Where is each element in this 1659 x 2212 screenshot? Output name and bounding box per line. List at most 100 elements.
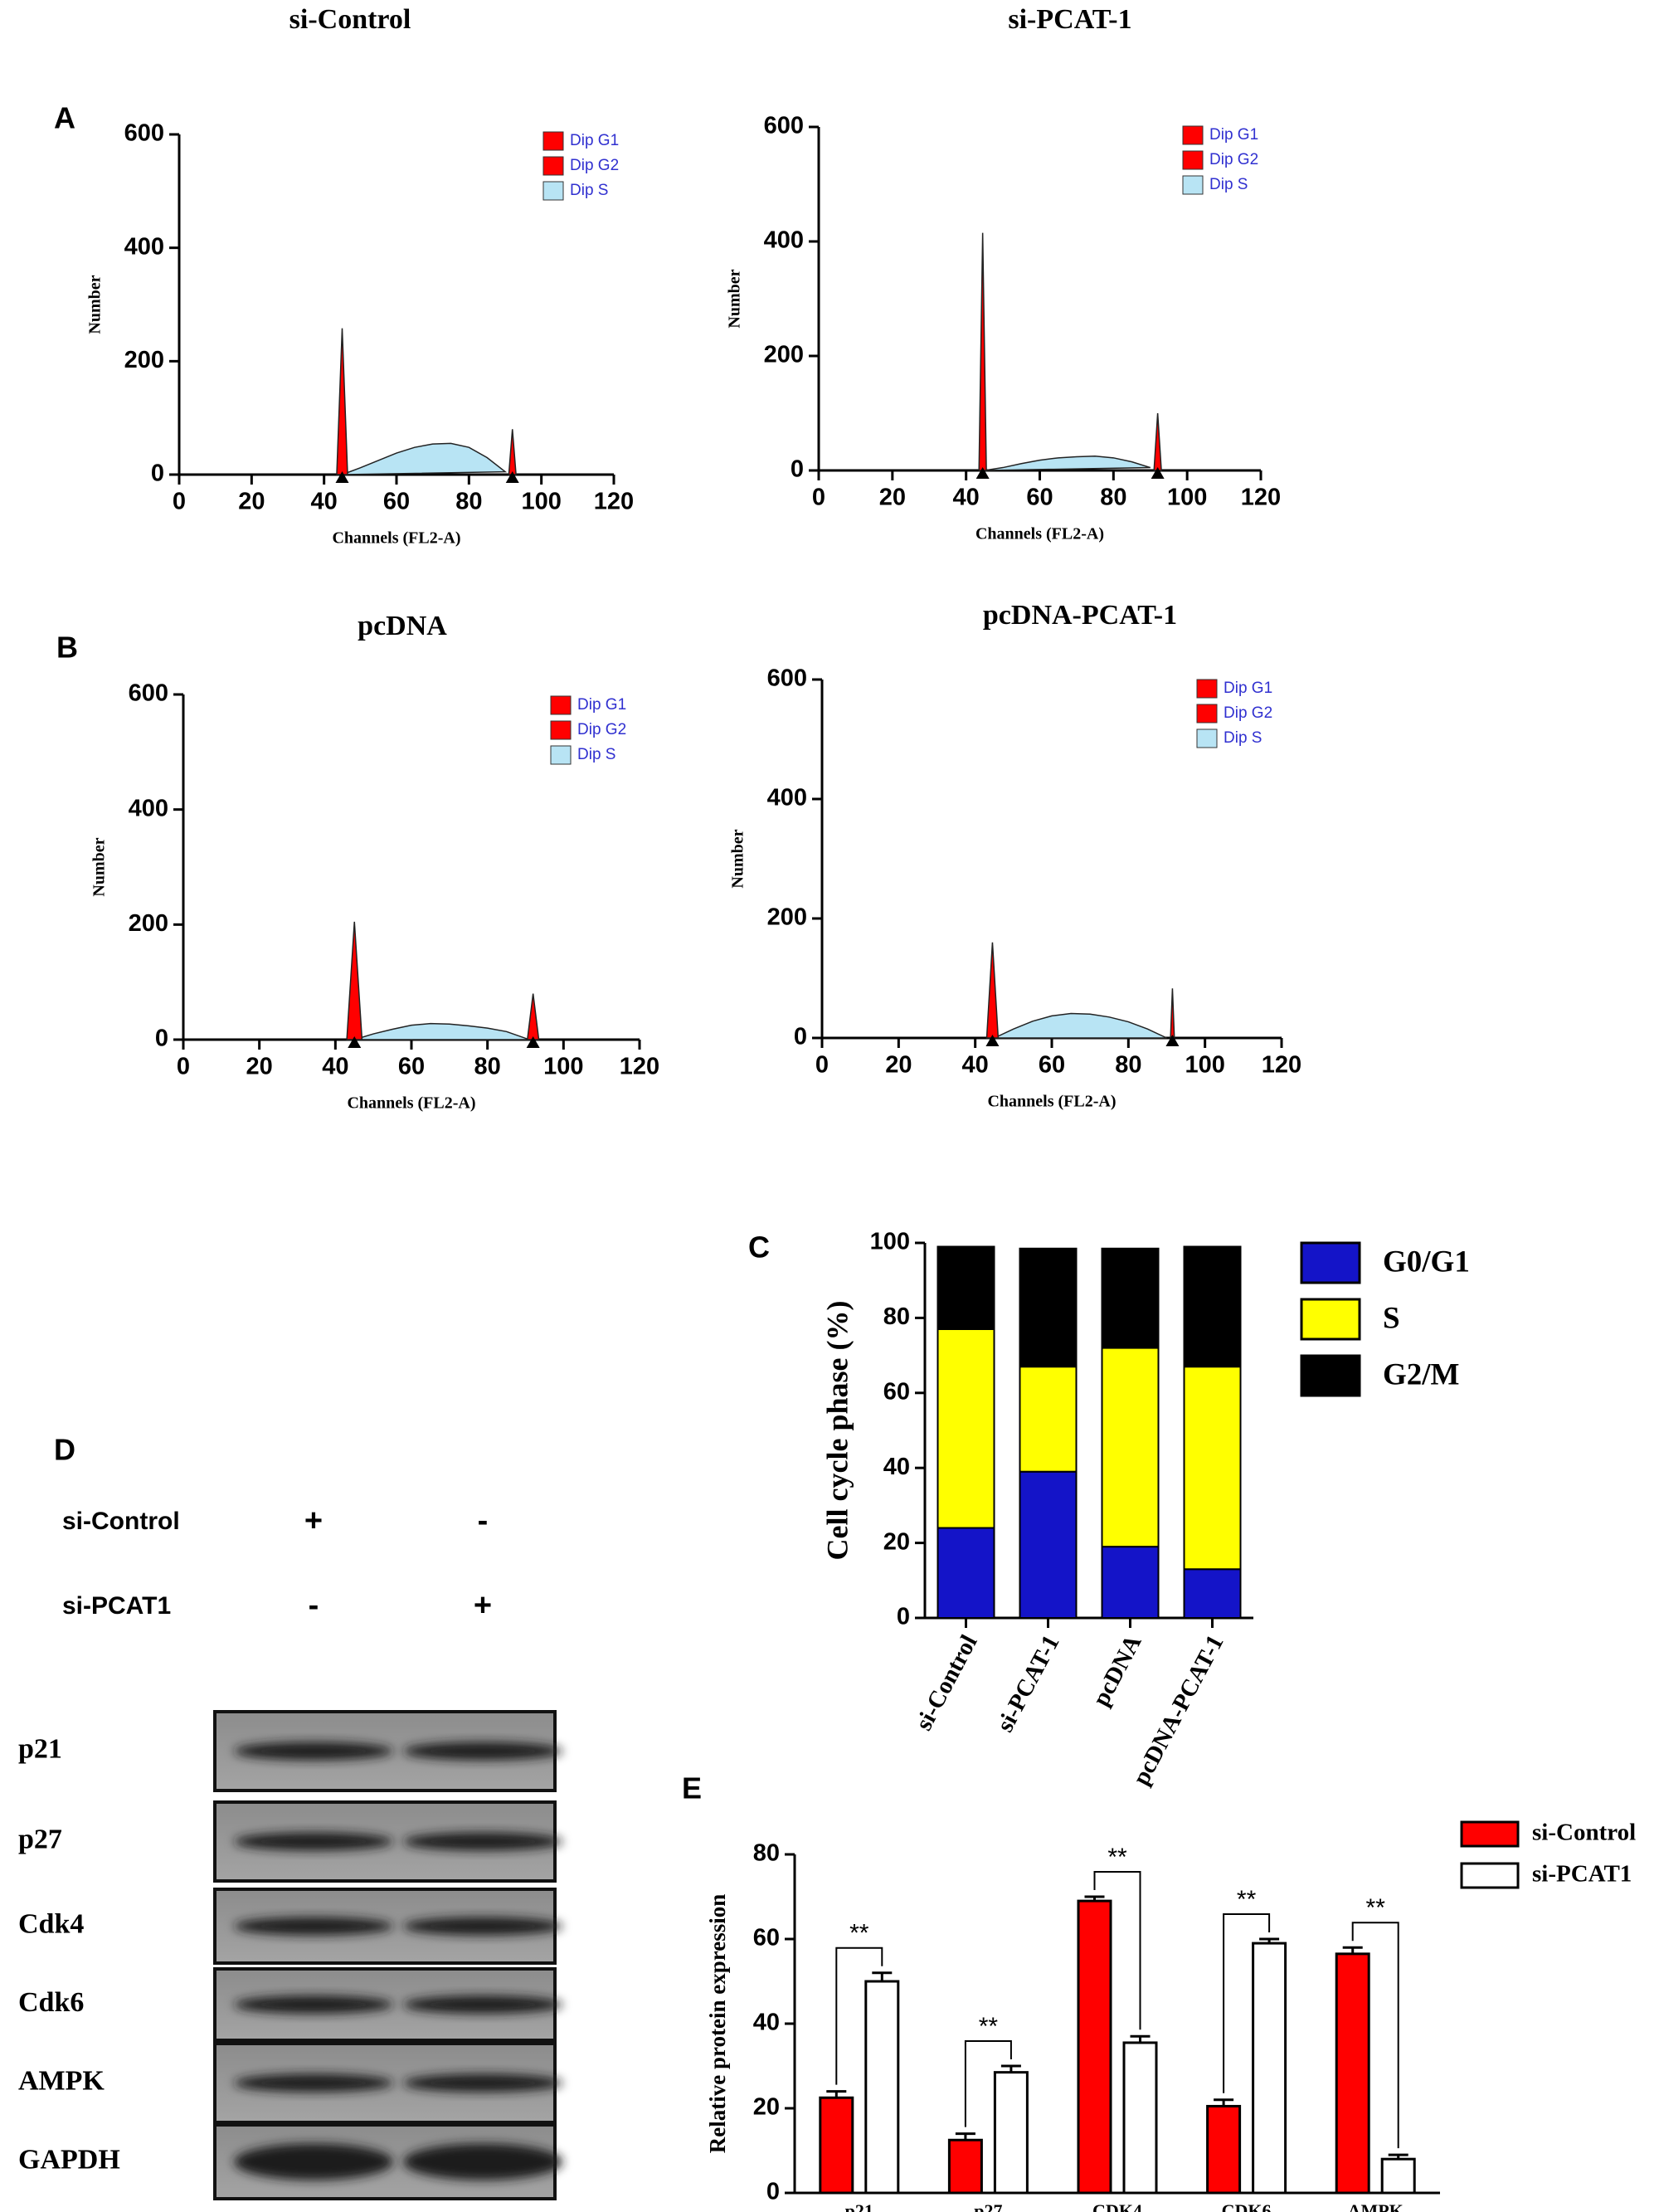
- x-tick-label: 0: [815, 1052, 829, 1079]
- significance-bracket: [1093, 1871, 1141, 2030]
- blot-band: [234, 1832, 393, 1851]
- error-bar: [1084, 1895, 1105, 1902]
- x-tick-label: 120: [594, 489, 634, 515]
- legend-label: Dip G1: [1224, 680, 1272, 697]
- bar: [1380, 2157, 1416, 2195]
- chart-title: pcDNA: [358, 611, 447, 641]
- legend-swatch: [542, 131, 564, 151]
- x-tick-label: 120: [1262, 1052, 1301, 1079]
- y-tick-label: 200: [124, 347, 164, 373]
- x-axis-title: Channels (FL2-A): [975, 525, 1104, 543]
- blot-band: [403, 1742, 562, 1761]
- x-tick-label: 60: [1039, 1052, 1065, 1079]
- blot-band: [403, 2073, 562, 2093]
- bar: [1252, 1942, 1287, 2195]
- row-label: p27: [18, 1824, 62, 1854]
- x-tick-label: 0: [173, 489, 186, 515]
- legend-label: Dip G2: [570, 157, 619, 174]
- x-axis-title: Channels (FL2-A): [332, 529, 460, 548]
- condition-label: si-Control: [62, 1508, 180, 1535]
- y-tick-label: 400: [767, 785, 807, 811]
- y-axis-title: Number: [90, 837, 109, 896]
- histogram-area: [526, 993, 540, 1040]
- histogram-area: [985, 942, 1000, 1039]
- bar: [819, 2096, 854, 2195]
- bar: [864, 1980, 900, 2195]
- x-tick-label: 0: [812, 485, 825, 511]
- significance-bracket: [1223, 1913, 1271, 2093]
- x-tick-label: 100: [1185, 1052, 1224, 1079]
- chart-title: si-Control: [289, 4, 411, 35]
- significance-label: **: [1366, 1894, 1386, 1922]
- histogram-area: [346, 921, 363, 1040]
- x-tick-label: 120: [1241, 485, 1281, 511]
- bar-segment: [1183, 1245, 1242, 1368]
- error-bar: [1388, 2153, 1408, 2160]
- histogram-area: [994, 1012, 1167, 1039]
- histogram-area: [1153, 412, 1162, 471]
- y-tick-label: 200: [764, 342, 804, 368]
- y-tick-label: 400: [129, 795, 168, 821]
- peak-marker: [1165, 1035, 1180, 1046]
- bar-segment: [1101, 1247, 1160, 1349]
- significance-bracket: [964, 2040, 1012, 2127]
- peak-marker: [505, 471, 519, 483]
- bar-segment: [1101, 1347, 1160, 1548]
- error-bar: [872, 1971, 893, 1981]
- histogram-area: [342, 442, 508, 475]
- x-tick-label: 60: [1026, 485, 1053, 511]
- blot-band: [403, 2143, 562, 2180]
- legend-label: G2/M: [1383, 1357, 1459, 1391]
- legend-swatch: [550, 745, 572, 765]
- y-tick-label: 0: [794, 1024, 807, 1050]
- panel-label: D: [54, 1433, 75, 1467]
- x-tick-label: si-PCAT-1: [992, 1630, 1065, 1736]
- y-axis-title: Number: [726, 269, 744, 328]
- x-tick-label: 80: [455, 489, 482, 515]
- chart-title: si-PCAT-1: [1008, 4, 1131, 35]
- histogram-area: [336, 328, 348, 475]
- y-tick-label: 400: [764, 227, 804, 254]
- significance-label: **: [1237, 1886, 1257, 1913]
- x-tick-label: 100: [1167, 485, 1207, 511]
- y-axis-title: Cell cycle phase (%): [820, 1301, 854, 1561]
- legend-label: G0/G1: [1383, 1245, 1470, 1279]
- peak-marker: [1151, 467, 1165, 479]
- y-tick-label: 0: [897, 1604, 910, 1630]
- error-bar: [1342, 1946, 1363, 1954]
- peak-marker: [335, 471, 349, 483]
- row-label: Cdk4: [18, 1908, 84, 1939]
- x-tick-label: 20: [879, 485, 906, 511]
- bar-segment: [1019, 1247, 1078, 1368]
- legend-swatch: [550, 720, 572, 740]
- legend-label: Dip S: [570, 182, 608, 199]
- error-bar: [1214, 2098, 1234, 2107]
- legend-swatch: [1460, 1862, 1520, 1889]
- bar: [1077, 1899, 1112, 2195]
- histogram-area: [984, 455, 1151, 471]
- legend-label: Dip G1: [1209, 126, 1258, 144]
- bar-segment: [937, 1527, 995, 1620]
- significance-bracket: [1351, 1922, 1399, 2149]
- bar: [1335, 1952, 1370, 2195]
- legend-label: Dip G2: [577, 721, 626, 738]
- x-tick-label: pcDNA: [1087, 1630, 1146, 1710]
- legend-label: si-Control: [1532, 1820, 1636, 1846]
- x-tick-label: 20: [246, 1054, 273, 1080]
- x-tick-label: 80: [1100, 485, 1126, 511]
- x-tick-label: 60: [383, 489, 410, 515]
- x-tick-label: 20: [238, 489, 265, 515]
- blot-band: [403, 1832, 562, 1851]
- bar-segment: [1101, 1546, 1160, 1619]
- peak-marker: [348, 1036, 362, 1048]
- x-tick-label: 20: [885, 1052, 912, 1079]
- x-tick-label: 100: [543, 1054, 583, 1080]
- y-tick-label: 600: [124, 120, 164, 147]
- panel-label: A: [54, 101, 75, 135]
- x-tick-label: CDK6: [1222, 2200, 1272, 2212]
- y-tick-label: 100: [870, 1229, 910, 1255]
- x-tick-label: p27: [974, 2200, 1002, 2212]
- y-tick-label: 60: [883, 1378, 910, 1405]
- bar: [993, 2071, 1029, 2195]
